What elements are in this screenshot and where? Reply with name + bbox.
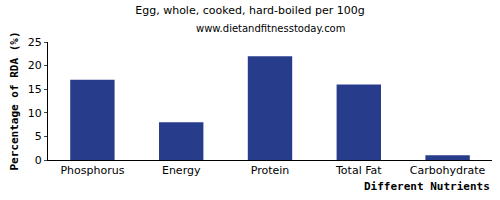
svg-text:15: 15 [28,83,42,96]
svg-text:Carbohydrate: Carbohydrate [410,164,486,177]
svg-text:20: 20 [28,59,42,72]
svg-text:5: 5 [35,130,42,143]
svg-text:0: 0 [35,154,42,167]
svg-text:Phosphorus: Phosphorus [60,164,124,177]
svg-text:10: 10 [28,107,42,120]
svg-text:Protein: Protein [251,164,290,177]
svg-text:Total Fat: Total Fat [335,164,382,177]
svg-text:Energy: Energy [162,164,201,177]
svg-text:Egg, whole, cooked, hard-boile: Egg, whole, cooked, hard-boiled per 100g [135,4,364,17]
svg-text:www.dietandfitnesstoday.com: www.dietandfitnesstoday.com [196,23,345,34]
svg-text:25: 25 [28,36,42,49]
svg-text:Different Nutrients: Different Nutrients [364,180,490,193]
svg-text:Percentage of RDA (%): Percentage of RDA (%) [8,31,21,170]
